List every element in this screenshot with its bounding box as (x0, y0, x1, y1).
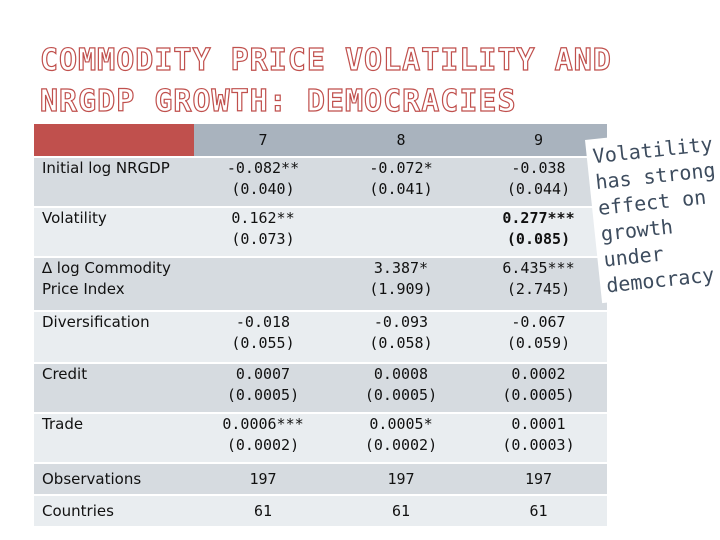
coefficient: 0.0006*** (222, 415, 304, 433)
callout-note: Volatility has strong effect on growth u… (585, 122, 720, 304)
header-col-9: 9 (470, 124, 607, 158)
coefficient: -0.072* (369, 159, 433, 177)
table-row: Initial log NRGDP -0.082** (0.040) -0.072… (34, 157, 607, 208)
std-error: (0.0002) (226, 436, 300, 454)
coefficient: 0.0007 (235, 365, 291, 383)
table-cell: 61 (332, 495, 470, 528)
coefficient: 0.162** (231, 209, 295, 227)
coefficient: 0.0002 (511, 365, 566, 383)
table-cell: 3.387* (1.909) (332, 257, 470, 312)
coefficient: -0.018 (235, 313, 291, 331)
table-cell: 0.0006*** (0.0002) (194, 413, 332, 464)
table-row: ∆ log Commodity Price Index 3.387* (1.909)… (34, 257, 607, 312)
row-label-diversification: Diversification (34, 311, 194, 364)
std-error: (0.0005) (226, 386, 300, 404)
table-cell: -0.038 (0.044) (470, 157, 607, 208)
row-label-initial-log-nrgdp: Initial log NRGDP (34, 157, 194, 208)
coefficient: 0.277*** (502, 209, 575, 227)
table-row: Trade 0.0006*** (0.0002) 0.0005* (0.0002) … (34, 413, 607, 464)
header-col-8: 8 (332, 124, 470, 158)
coefficient: 3.387* (373, 259, 429, 277)
row-label-line-1: ∆ log Commodity (42, 259, 171, 277)
std-error: (0.073) (231, 230, 295, 248)
coefficient: -0.093 (373, 313, 429, 331)
table-cell: 197 (332, 463, 470, 496)
table-cell: -0.093 (0.058) (332, 311, 470, 364)
table-row: Credit 0.0007 (0.0005) 0.0008 (0.0005) 0.0… (34, 363, 607, 414)
std-error: (0.058) (369, 334, 433, 352)
slide-title-line-2: NRGDP GROWTH: DEMOCRACIES (39, 83, 517, 119)
std-error: (0.040) (231, 180, 295, 198)
slide-title: COMMODITY PRICE VOLATILITY AND NRGDP GRO… (39, 40, 720, 122)
std-error: (0.085) (506, 230, 571, 248)
table-cell: 0.0002 (0.0005) (470, 363, 607, 414)
row-label-line-2: Price Index (42, 280, 125, 298)
coefficient: 0.0008 (373, 365, 429, 383)
table-cell: -0.018 (0.055) (194, 311, 332, 364)
row-label-volatility: Volatility (34, 207, 194, 258)
table-cell: 0.0001 (0.0003) (470, 413, 607, 464)
std-error: (0.0005) (364, 386, 438, 404)
table-row: Volatility 0.162** (0.073) 0.277*** (0.085… (34, 207, 607, 258)
std-error: (0.0003) (502, 436, 575, 454)
row-label-countries: Countries (34, 495, 194, 528)
slide-title-line-1: COMMODITY PRICE VOLATILITY AND (39, 42, 612, 78)
table-cell: 61 (470, 495, 607, 528)
std-error: (0.059) (506, 334, 571, 352)
std-error: (2.745) (506, 280, 571, 298)
table-cell: 0.0008 (0.0005) (332, 363, 470, 414)
table-cell: -0.082** (0.040) (194, 157, 332, 208)
table-cell: 197 (194, 463, 332, 496)
table-cell (194, 257, 332, 312)
table-cell (332, 207, 470, 258)
std-error: (0.0005) (502, 386, 575, 404)
header-corner (34, 124, 194, 158)
coefficient: -0.082** (226, 159, 300, 177)
table-cell: 61 (194, 495, 332, 528)
coefficient: -0.038 (511, 159, 566, 177)
std-error: (1.909) (369, 280, 433, 298)
table-cell: -0.067 (0.059) (470, 311, 607, 364)
table-cell: 0.0005* (0.0002) (332, 413, 470, 464)
std-error: (0.0002) (364, 436, 438, 454)
row-label-trade: Trade (34, 413, 194, 464)
coefficient: 6.435*** (502, 259, 575, 277)
table-cell: -0.072* (0.041) (332, 157, 470, 208)
table-header-row: 7 8 9 (34, 124, 607, 158)
table-cell: 197 (470, 463, 607, 496)
table-cell: 0.162** (0.073) (194, 207, 332, 258)
std-error: (0.055) (231, 334, 295, 352)
coefficient: -0.067 (511, 313, 566, 331)
row-label-log-commodity-price-index: ∆ log Commodity Price Index (34, 257, 194, 312)
row-label-credit: Credit (34, 363, 194, 414)
table-cell: 0.277*** (0.085) (470, 207, 607, 258)
coefficient: 0.0005* (369, 415, 433, 433)
table-cell: 6.435*** (2.745) (470, 257, 607, 312)
row-label-observations: Observations (34, 463, 194, 496)
regression-table: 7 8 9 Initial log NRGDP -0.082** (0.040) … (34, 124, 607, 528)
table-cell: 0.0007 (0.0005) (194, 363, 332, 414)
table-row: Countries 61 61 61 (34, 495, 607, 528)
coefficient: 0.0001 (511, 415, 566, 433)
table-row: Diversification -0.018 (0.055) -0.093 (0.0… (34, 311, 607, 364)
header-col-7: 7 (194, 124, 332, 158)
std-error: (0.041) (369, 180, 433, 198)
std-error: (0.044) (506, 180, 571, 198)
table-row: Observations 197 197 197 (34, 463, 607, 496)
